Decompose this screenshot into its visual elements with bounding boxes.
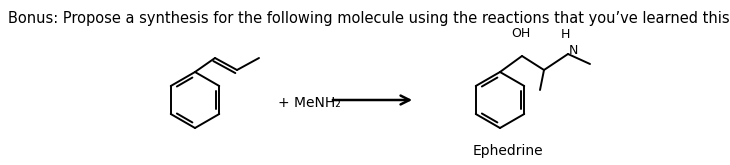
Text: + MeNH₂: + MeNH₂ — [278, 96, 341, 110]
Text: OH: OH — [512, 27, 531, 40]
Text: N: N — [569, 45, 578, 57]
Text: H: H — [561, 28, 569, 41]
Text: Bonus: Propose a synthesis for the following molecule using the reactions that y: Bonus: Propose a synthesis for the follo… — [8, 11, 730, 26]
Text: Ephedrine: Ephedrine — [473, 144, 543, 158]
